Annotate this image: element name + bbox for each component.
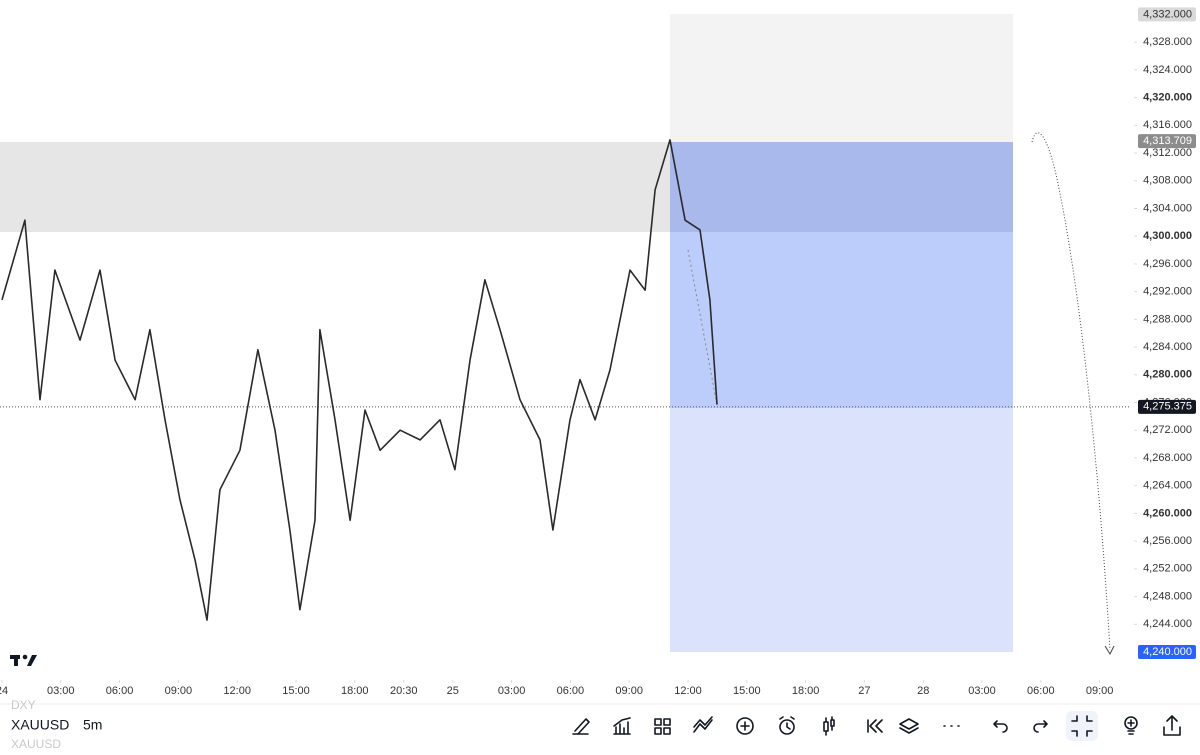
y-tick-label: 4,324.000 (1143, 64, 1192, 76)
y-tick-label: 4,296.000 (1143, 258, 1192, 270)
x-tick-label: 27 (858, 685, 870, 697)
y-tick-label: 4,252.000 (1143, 563, 1192, 575)
plot: 4,244.000 4,248.000 4,252.000 4,256.000 4,26… (0, 7, 1196, 697)
y-tick-label: 4,284.000 (1143, 341, 1192, 353)
x-tick-label: 09:00 (1086, 685, 1114, 697)
y-tick-label: 4,280.000 (1143, 369, 1192, 381)
x-tick-label: 20:30 (390, 685, 418, 697)
x-tick-label: 03:00 (968, 685, 996, 697)
interval[interactable]: 5m (83, 717, 102, 733)
x-tick-label: 06:00 (106, 685, 134, 697)
price-tag (1138, 7, 1196, 22)
y-tick-label: 4,308.000 (1143, 175, 1192, 187)
y-tick-label: 4,328.000 (1143, 36, 1192, 48)
toolbar-icons (572, 711, 1181, 741)
layout-icon[interactable] (654, 718, 671, 735)
position-reward (670, 408, 1013, 652)
x-tick-label: 18:00 (341, 685, 369, 697)
logo (10, 654, 37, 666)
x-tick-label: 09:00 (165, 685, 193, 697)
x-tick-label: 03:00 (47, 685, 75, 697)
price-tag-label: 4,275.375 (1143, 401, 1192, 413)
indicators-icon[interactable] (613, 717, 631, 735)
fullscreen-icon[interactable] (1071, 715, 1093, 737)
y-tick-label: 4,300.000 (1143, 230, 1192, 242)
fullscreen-button[interactable] (1066, 711, 1098, 741)
y-tick-label: 4,320.000 (1143, 91, 1192, 103)
y-tick-label: 4,256.000 (1143, 535, 1192, 547)
position-link (687, 249, 718, 406)
x-tick-label: 12:00 (223, 685, 251, 697)
price-tag-label: 4,240.000 (1143, 646, 1192, 658)
x-tick-label: 06:00 (1027, 685, 1055, 697)
y-tick-label: 4,248.000 (1143, 590, 1192, 602)
price-tag (1138, 645, 1196, 660)
price-tag-label: 4,332.000 (1143, 8, 1192, 20)
price-tag (1138, 399, 1196, 414)
share-icon[interactable] (1163, 715, 1181, 736)
alert-icon[interactable] (779, 719, 795, 735)
idea-icon[interactable] (1124, 716, 1138, 730)
position-overlap (670, 142, 1013, 232)
redo-icon[interactable] (1033, 720, 1048, 733)
overlay-symbol: DXY (11, 698, 36, 712)
replay-icon[interactable] (867, 719, 883, 733)
draw-icon[interactable] (572, 718, 590, 735)
y-tick-label: 4,260.000 (1143, 507, 1192, 519)
x-tick-label: 25 (447, 685, 459, 697)
x-tick-label: 15:00 (282, 685, 310, 697)
x-tick-label: 06:00 (557, 685, 585, 697)
x-tick-label: 09:00 (615, 685, 643, 697)
undo-icon[interactable] (993, 720, 1008, 733)
y-tick-label: 4,288.000 (1143, 313, 1192, 325)
y-tick-label: 4,272.000 (1143, 424, 1192, 436)
x-tick-label: 28 (917, 685, 929, 697)
price-tag-label: 4,313.709 (1143, 135, 1192, 147)
y-tick-label: 4,292.000 (1143, 286, 1192, 298)
y-tick-label: 4,316.000 (1143, 119, 1192, 131)
symbol[interactable]: XAUUSD (11, 717, 69, 733)
add-icon[interactable] (736, 717, 754, 735)
y-tick-label: 4,264.000 (1143, 480, 1192, 492)
x-tick-label: 03:00 (498, 685, 526, 697)
price-line (1, 139, 718, 621)
price-tag (1138, 134, 1196, 149)
position-target (670, 14, 1013, 142)
x-tick-label: 15:00 (733, 685, 761, 697)
projection-arrow (1031, 132, 1111, 651)
y-tick-label: 4,312.000 (1143, 147, 1192, 159)
x-tick-label: 18:00 (792, 685, 820, 697)
overlay-symbol-below: XAUUSD (11, 737, 61, 750)
projection-arrowhead (1104, 645, 1115, 656)
x-tick-label: 24 (0, 685, 8, 697)
layers-icon[interactable] (899, 718, 919, 734)
candles-icon[interactable] (823, 716, 835, 736)
compare-icon[interactable] (693, 716, 713, 733)
x-tick-label: 12:00 (674, 685, 702, 697)
y-tick-label: 4,268.000 (1143, 452, 1192, 464)
y-tick-label: 4,244.000 (1143, 618, 1192, 630)
y-tick-label: 4,304.000 (1143, 202, 1192, 214)
